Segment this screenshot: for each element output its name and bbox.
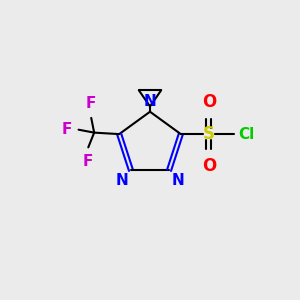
- Text: F: F: [86, 96, 96, 111]
- Text: F: F: [83, 154, 94, 169]
- Text: N: N: [171, 173, 184, 188]
- Text: F: F: [62, 122, 72, 137]
- Text: Cl: Cl: [238, 127, 254, 142]
- Text: N: N: [116, 173, 129, 188]
- Text: O: O: [202, 157, 216, 175]
- Text: O: O: [202, 93, 216, 111]
- Text: N: N: [144, 94, 156, 110]
- Text: S: S: [203, 125, 215, 143]
